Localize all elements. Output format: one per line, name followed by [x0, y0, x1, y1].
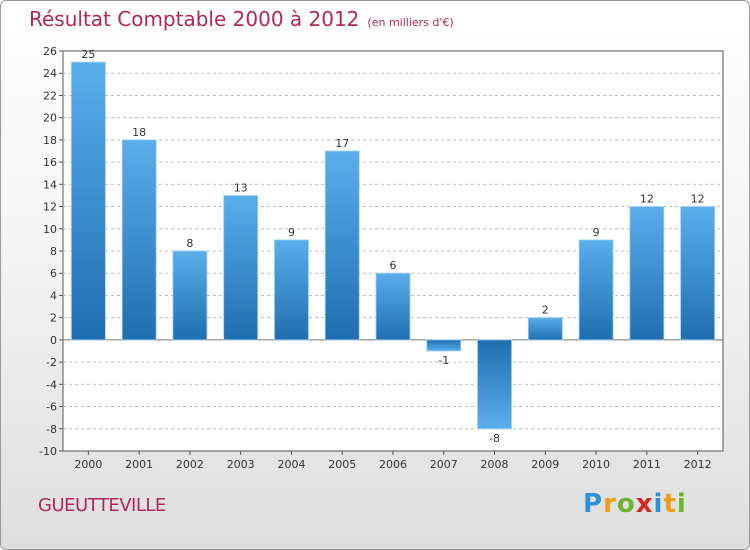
chart-title: Résultat Comptable 2000 à 2012 (en millie… [29, 7, 454, 31]
y-tick-label: -4 [46, 378, 57, 391]
y-tick-label: 22 [43, 89, 57, 102]
x-tick-label: 2006 [379, 458, 407, 471]
bar-2012 [680, 206, 716, 341]
bar-2008 [477, 339, 512, 430]
x-tick-label: 2011 [633, 458, 661, 471]
bar-2005 [324, 150, 360, 341]
x-tick-label: 2007 [430, 458, 458, 471]
y-tick-label: 8 [50, 245, 57, 258]
y-tick-label: 24 [43, 67, 57, 80]
data-label-2011: 12 [640, 193, 654, 206]
x-tick-label: 2005 [328, 458, 356, 471]
data-label-2001: 18 [132, 126, 146, 139]
x-tick-label: 2010 [582, 458, 610, 471]
bar-2001 [121, 139, 157, 341]
x-tick-label: 2001 [125, 458, 153, 471]
bars: 25 18 8 13 9 17 6 -1 -8 2 9 12 12 [70, 48, 716, 445]
x-axis: 2000 2001 2002 2003 2004 2005 2006 2007 2008 2009… [74, 451, 712, 471]
x-tick-label: 2008 [481, 458, 509, 471]
x-tick-label: 2004 [277, 458, 305, 471]
x-tick-label: 2009 [531, 458, 559, 471]
chart-unit: (en milliers d'€) [367, 16, 454, 29]
bar-2000 [70, 61, 106, 341]
x-tick-label: 2012 [684, 458, 712, 471]
data-label-2009: 2 [542, 304, 549, 317]
y-tick-label: 18 [43, 134, 57, 147]
bar-2010 [578, 239, 614, 341]
y-tick-label: 12 [43, 201, 57, 214]
bar-2009 [527, 317, 563, 341]
bar-2006 [375, 272, 411, 341]
y-tick-label: 16 [43, 156, 57, 169]
y-tick-label: 0 [50, 334, 57, 347]
y-tick-label: -8 [46, 423, 57, 436]
bar-2004 [274, 239, 309, 341]
data-label-2010: 9 [593, 226, 600, 239]
y-tick-label: 10 [43, 223, 57, 236]
y-tick-label: 2 [50, 312, 57, 325]
chart-title-text: Résultat Comptable 2000 à 2012 [29, 7, 360, 31]
data-label-2006: 6 [390, 259, 397, 272]
bar-2011 [629, 206, 665, 341]
data-label-2002: 8 [186, 237, 193, 250]
data-label-2005: 17 [335, 137, 349, 150]
data-label-2008: -8 [489, 432, 500, 445]
y-tick-label: -6 [46, 401, 57, 414]
y-tick-label: 26 [43, 45, 57, 58]
y-tick-label: 14 [43, 178, 57, 191]
city-name: GUEUTTEVILLE [38, 495, 166, 516]
data-label-2007: -1 [438, 354, 449, 367]
bar-2003 [223, 195, 259, 341]
data-label-2000: 25 [81, 48, 95, 61]
x-tick-label: 2000 [74, 458, 102, 471]
data-label-2003: 13 [234, 181, 248, 194]
y-tick-label: 4 [50, 289, 57, 302]
x-tick-label: 2003 [227, 458, 255, 471]
bar-2002 [172, 250, 208, 341]
proxiti-logo[interactable]: Proxiti [583, 489, 687, 519]
bar-2007 [426, 339, 462, 352]
y-tick-label: 20 [43, 112, 57, 125]
y-tick-label: 6 [50, 267, 57, 280]
data-label-2012: 12 [691, 193, 705, 206]
y-tick-label: -10 [39, 445, 57, 458]
x-tick-label: 2002 [176, 458, 204, 471]
y-tick-label: -2 [46, 356, 57, 369]
data-label-2004: 9 [288, 226, 295, 239]
